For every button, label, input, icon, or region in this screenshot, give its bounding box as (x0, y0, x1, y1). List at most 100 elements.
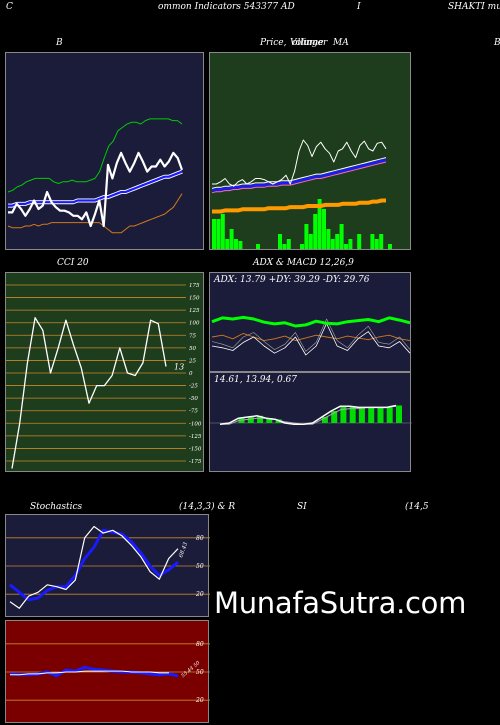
adx-values: ADX: 13.79 +DY: 39.29 -DY: 29.76 (214, 275, 370, 285)
cci-current-label: 13 (174, 362, 184, 371)
volume-bar (322, 209, 326, 249)
macd-histogram-bar (247, 417, 254, 423)
volume-bar (326, 229, 331, 249)
cci-tick-label: -50 (189, 396, 198, 402)
macd-histogram-bar (340, 406, 347, 423)
bollinger-upper-line (7, 118, 183, 193)
stoch-title-a: Stochastics (30, 502, 83, 512)
volume-bar (220, 214, 225, 249)
volume-bar (317, 199, 322, 249)
adx-panel: ADX: 13.79 +DY: 39.29 -DY: 29.76 (209, 272, 411, 372)
stoch-panel: 80 50 20 68.43 (5, 514, 210, 617)
cci-tick-label: 175 (189, 283, 200, 289)
bollinger-panel (5, 52, 204, 250)
volume-bar (212, 219, 216, 249)
stoch-title-b: (14,3,3) & R (179, 502, 236, 512)
macd-histogram-bar (349, 406, 356, 423)
rsi-tick-label: 50 (196, 669, 204, 676)
macd-histogram-bar (331, 411, 338, 423)
cci-tick-label: -125 (189, 434, 202, 440)
stoch-tick-label: 80 (196, 535, 204, 542)
macd-histogram-bar (266, 418, 273, 423)
volume-bar (388, 244, 392, 249)
stoch-title-d: (14,5 (405, 502, 429, 512)
price-ma-panel (209, 52, 411, 250)
macd-histogram-bar (368, 407, 375, 423)
rsi-panel: 80 50 20 55.44 50 (5, 620, 210, 723)
cci-title: CCI 20 (57, 258, 89, 268)
volume-bar (278, 234, 282, 249)
cci-tick-label: 150 (189, 296, 200, 302)
bollinger-price-line (8, 151, 184, 228)
macd-chart (210, 404, 412, 425)
volume-bar (286, 239, 291, 249)
volume-bar (282, 244, 287, 249)
stoch-tick-label: 50 (196, 563, 204, 570)
adx-line (211, 315, 411, 328)
dy-shadow-line (211, 318, 411, 352)
volume-bar (256, 244, 260, 249)
cci-tick-label: -25 (189, 384, 198, 390)
macd-histogram-bar (377, 407, 384, 423)
cci-tick-label: -75 (189, 409, 198, 415)
bollinger-middle-line (8, 170, 183, 207)
macd-panel: 14.61, 13.94, 0.67 (209, 372, 412, 472)
adx-chart (211, 315, 411, 356)
header-right: SHAKTI mun (448, 2, 500, 12)
ma-blue-line (211, 158, 387, 192)
cci-panel: 175 150 125 100 75 50 25 0 -25 -50 -75 -100 -125 -150… (5, 272, 204, 472)
stoch-value-label: 68.43 (178, 541, 189, 558)
rsi-tick-label: 80 (196, 641, 204, 648)
macd-histogram-bar (321, 417, 328, 423)
header-mid-letter: I (357, 2, 361, 12)
adx-title: ADX & MACD 12,26,9 (253, 258, 354, 268)
watermark: MunafaSutra.com (214, 586, 467, 620)
bollinger-chart (7, 118, 184, 234)
price-ma-chart (211, 139, 392, 249)
cci-tick-label: 0 (189, 371, 193, 377)
volume-bar (234, 239, 238, 249)
header-title: ommon Indicators 543377 AD (158, 2, 295, 12)
cci-tick-label: 100 (189, 321, 200, 327)
price-title-b: Volume (290, 38, 324, 48)
cci-tick-label: 125 (189, 308, 200, 314)
rsi-average-line (10, 670, 169, 676)
macd-values: 14.61, 13.94, 0.67 (214, 375, 298, 385)
price-title-c: MA (333, 38, 349, 48)
price-line (212, 139, 387, 187)
volume-bar (335, 234, 340, 249)
bollinger-lower-line (7, 193, 183, 234)
volume-bar (225, 239, 230, 249)
header-left-letter: C (6, 2, 13, 12)
volume-bar (308, 234, 313, 249)
ma-pink-line (211, 161, 387, 194)
bollinger-title: B (56, 38, 63, 48)
cci-tick-label: -150 (189, 446, 202, 452)
ma-white-line (211, 157, 387, 189)
volume-bar (339, 224, 344, 249)
stoch-tick-label: 20 (195, 591, 204, 598)
volume-bar (313, 214, 318, 249)
minus-dy-line (211, 332, 411, 342)
price-title-a: Price, (260, 38, 287, 48)
volume-bar (370, 234, 375, 249)
cci-tick-label: 25 (188, 358, 196, 364)
stochastics-chart: 80 50 20 68.43 (6, 525, 210, 609)
price-title-overlap: ollinger (292, 38, 328, 48)
volume-bar (379, 234, 384, 249)
stoch-k-line (9, 525, 179, 609)
macd-histogram-bar (257, 415, 264, 423)
volume-bar (238, 241, 243, 249)
plus-dy-line (211, 323, 411, 356)
cci-chart: 175 150 125 100 75 50 25 0 -25 -50 -75 -100 -125 -150… (6, 283, 202, 469)
cci-tick-label: -100 (189, 421, 202, 427)
ma-orange-line (212, 198, 386, 214)
volume-bar (304, 224, 309, 249)
volume-bar (374, 239, 379, 249)
cci-tick-label: 50 (189, 346, 196, 352)
volume-bar (344, 244, 348, 249)
volume-bar (330, 239, 335, 249)
volume-bar (216, 219, 221, 249)
macd-histogram-bar (396, 405, 402, 423)
